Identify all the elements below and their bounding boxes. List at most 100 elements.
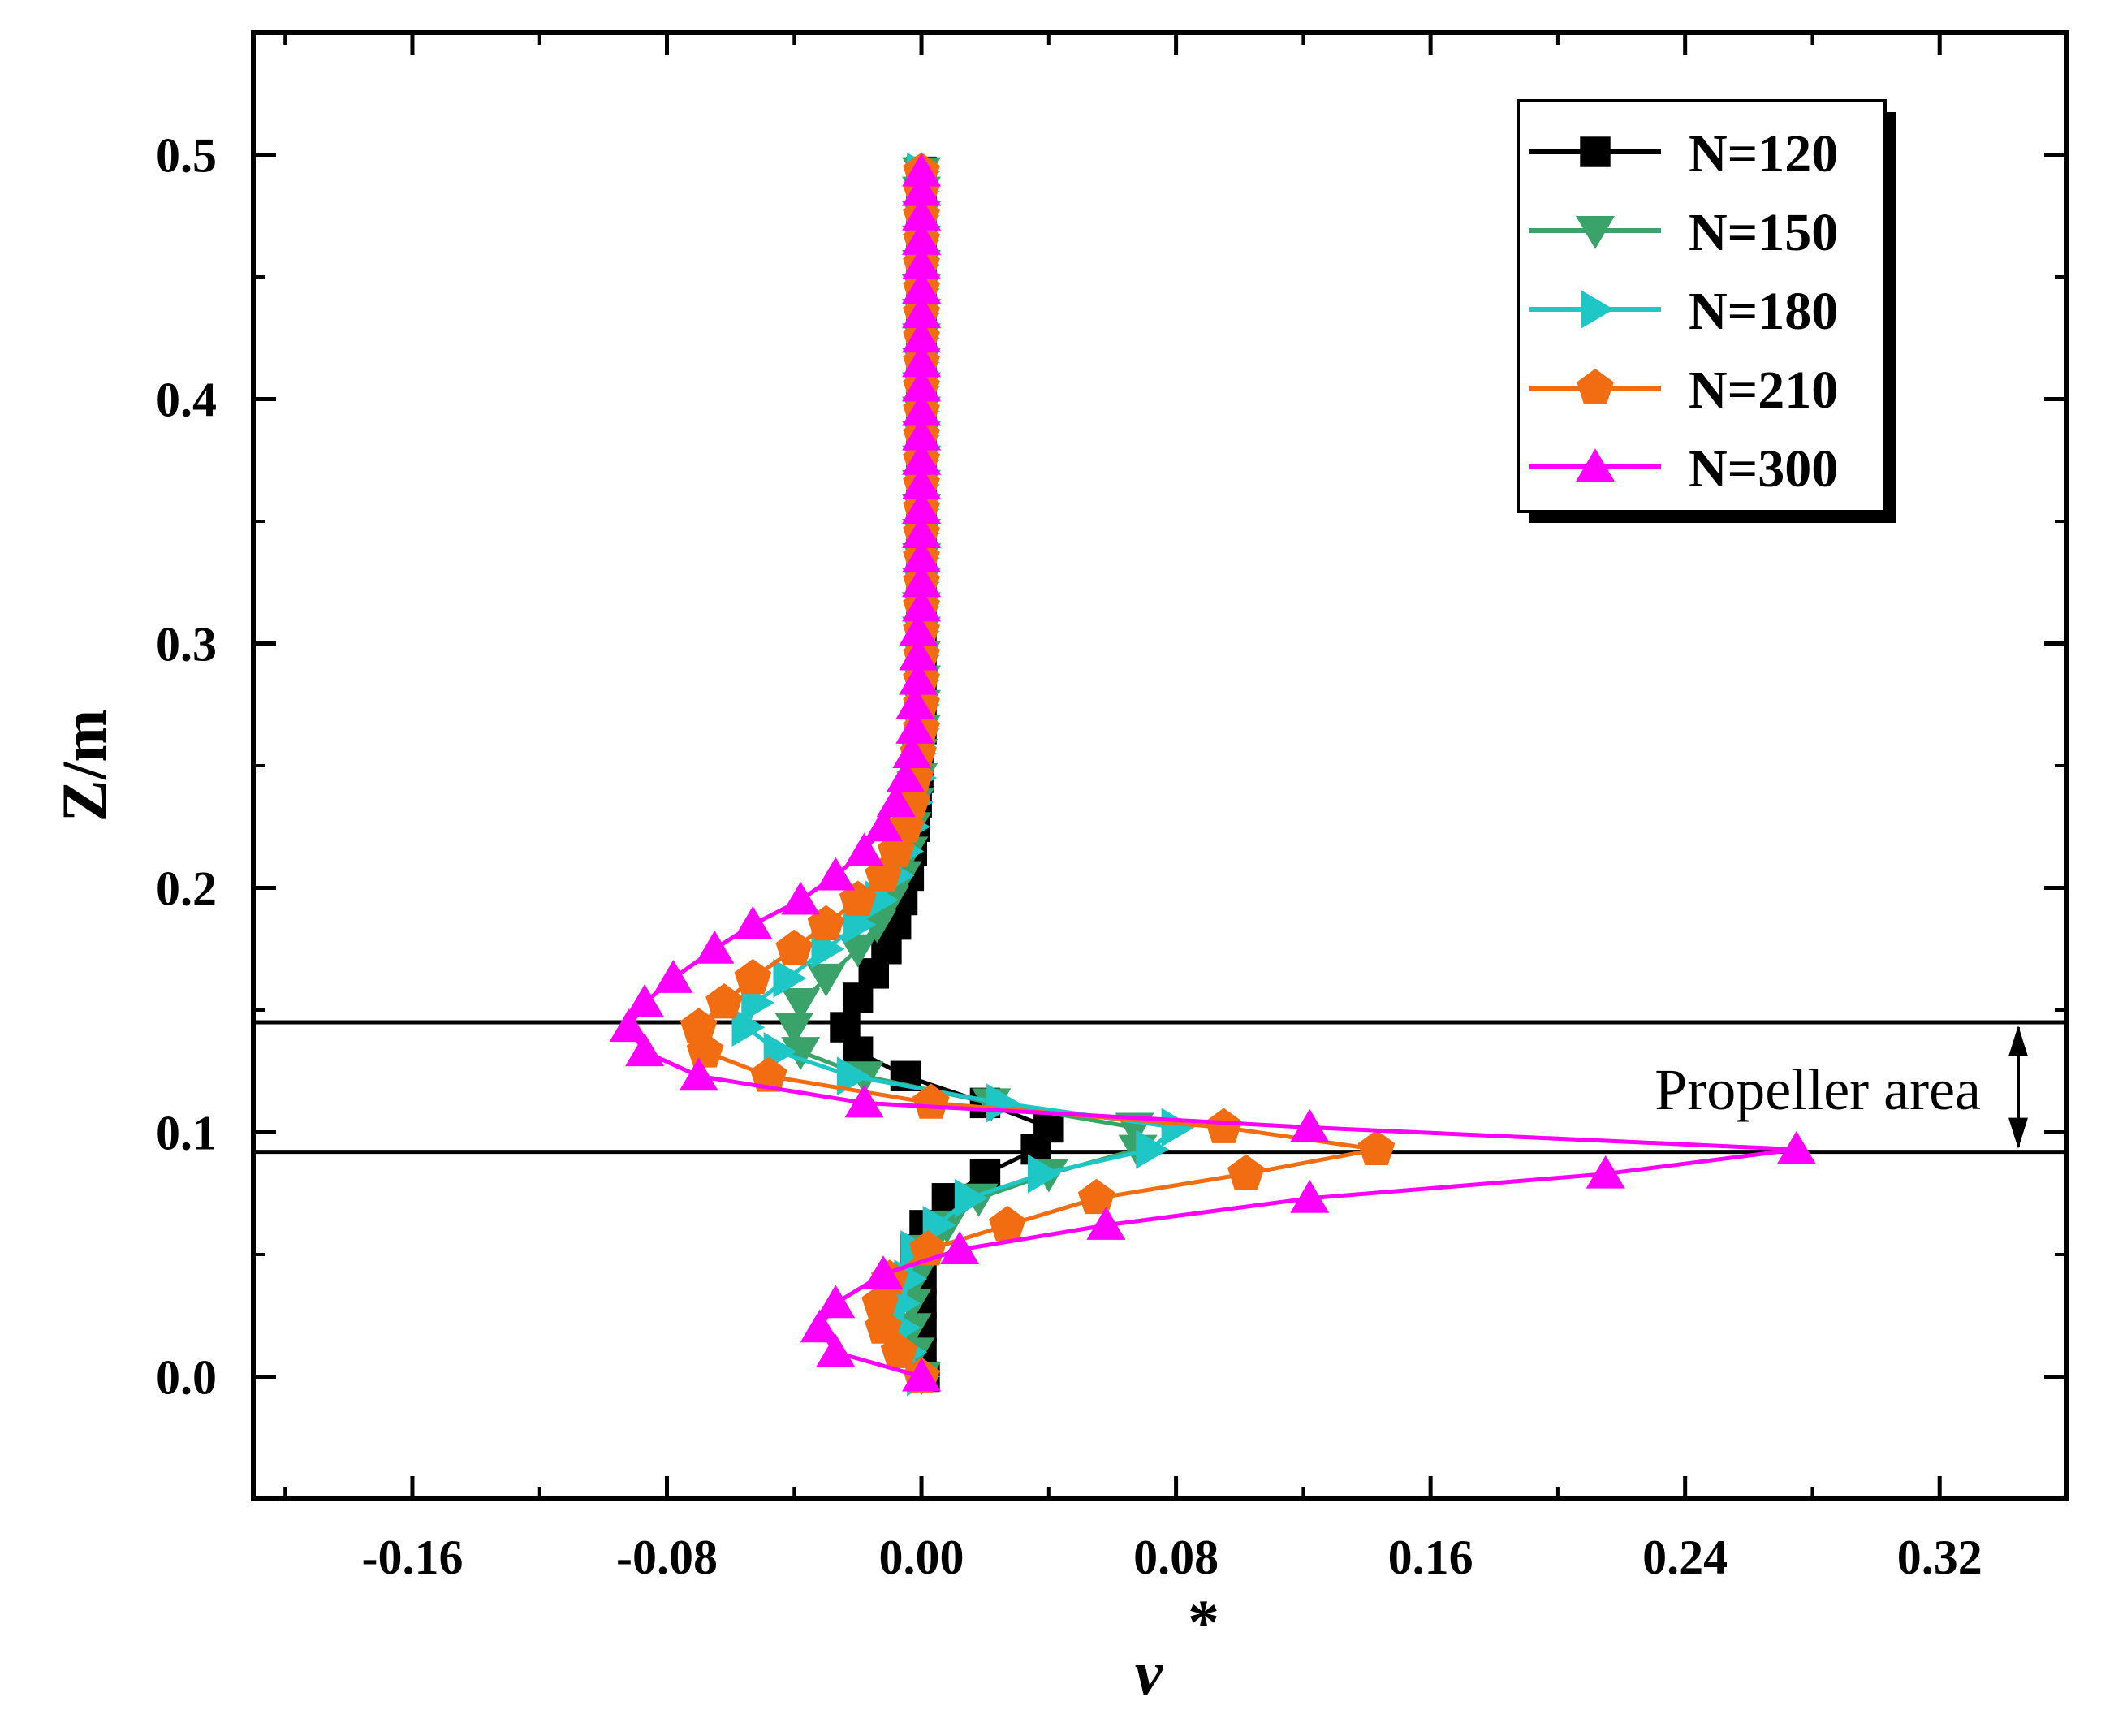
x-tick-label: 0.32 — [1897, 1531, 1982, 1584]
legend-item: N=120 — [1529, 124, 1838, 184]
data-point — [800, 1309, 839, 1343]
legend-item: N=150 — [1529, 203, 1838, 262]
x-axis-title-superscript: * — [1188, 1587, 1219, 1657]
data-point — [844, 832, 884, 866]
legend-marker — [1581, 290, 1614, 329]
data-point — [902, 564, 942, 598]
data-point — [734, 958, 772, 995]
data-point — [912, 1083, 950, 1119]
data-point — [864, 808, 904, 842]
data-point — [781, 1037, 821, 1070]
data-point — [774, 1013, 814, 1046]
data-point — [899, 612, 938, 646]
legend-label: N=210 — [1689, 361, 1838, 420]
data-point — [954, 1178, 988, 1218]
data-point — [1227, 1154, 1265, 1190]
data-point — [902, 490, 942, 524]
data-point — [902, 466, 942, 499]
y-tick-label: 0.5 — [156, 129, 217, 183]
data-point — [816, 1285, 856, 1319]
series-n300 — [609, 153, 1816, 1392]
legend-item: N=180 — [1529, 282, 1838, 341]
series-layer — [609, 152, 1816, 1397]
legend-item: N=210 — [1529, 361, 1838, 420]
arrow-head-up-icon — [2008, 1026, 2028, 1057]
data-point — [902, 270, 942, 304]
legend: N=120 N=150 N=180 N=210 N=300 — [1517, 99, 1896, 523]
data-point — [1027, 1154, 1061, 1194]
data-point — [940, 1231, 980, 1264]
data-point — [1205, 1108, 1243, 1143]
axes-layer: -0.16 -0.08 0.00 0.08 0.16 0.24 0.32 0.0 0.1 0.2 0… — [49, 30, 2069, 1708]
legend-item: N=300 — [1529, 439, 1838, 499]
legend-label: N=150 — [1689, 203, 1838, 262]
data-point — [902, 539, 942, 573]
data-point — [902, 295, 942, 329]
data-point — [902, 153, 942, 187]
y-tick-label: 0.1 — [156, 1107, 217, 1160]
data-point — [1776, 1130, 1816, 1164]
data-point — [895, 685, 935, 719]
data-point — [895, 710, 935, 744]
data-point — [886, 759, 925, 793]
data-point — [1033, 1112, 1064, 1143]
data-point — [1290, 1108, 1330, 1142]
legend-marker — [1576, 216, 1615, 249]
x-tick-label: 0.16 — [1388, 1531, 1473, 1584]
data-point — [902, 392, 942, 426]
data-point — [1161, 1108, 1195, 1147]
data-point — [902, 196, 942, 231]
y-tick-label: 0.4 — [156, 374, 217, 427]
data-point — [899, 637, 938, 671]
propeller-area-annotation: Propeller area — [1655, 1026, 2028, 1149]
data-point — [864, 1255, 904, 1289]
data-point — [731, 1008, 766, 1047]
data-point — [1077, 1178, 1115, 1215]
x-tick-label: 0.08 — [1133, 1531, 1219, 1584]
y-axis-title: Z/m — [49, 710, 119, 823]
data-point — [733, 905, 773, 939]
legend-label: N=180 — [1689, 282, 1838, 341]
data-point — [836, 1056, 870, 1096]
data-point — [989, 1205, 1026, 1242]
data-point — [1086, 1207, 1126, 1240]
data-point — [1136, 1129, 1170, 1169]
legend-label: N=120 — [1689, 124, 1838, 184]
x-tick-label: 0.24 — [1642, 1531, 1728, 1584]
data-point — [902, 319, 942, 353]
data-point — [816, 857, 856, 891]
data-point — [679, 1057, 718, 1091]
y-tick-label: 0.3 — [156, 618, 217, 672]
data-point — [625, 984, 665, 1017]
data-point — [876, 784, 916, 818]
x-axis-title: ν — [1135, 1637, 1164, 1708]
data-point — [902, 222, 942, 255]
data-point — [816, 1333, 856, 1367]
legend-marker — [1576, 448, 1615, 482]
data-point — [680, 1008, 718, 1043]
data-point — [775, 929, 813, 965]
data-point — [902, 368, 942, 402]
data-point — [1586, 1155, 1625, 1189]
x-tick-label: -0.08 — [616, 1531, 718, 1584]
data-point — [902, 515, 942, 549]
data-point — [609, 1008, 649, 1043]
data-point — [902, 246, 942, 279]
data-point — [902, 441, 942, 475]
data-point — [781, 987, 821, 1021]
data-point — [1357, 1129, 1396, 1165]
data-point — [844, 1084, 884, 1118]
legend-marker — [1580, 136, 1611, 167]
data-point — [830, 1012, 861, 1043]
data-point — [902, 172, 942, 206]
data-point — [625, 1033, 665, 1067]
legend-box — [1517, 99, 1887, 513]
x-tick-label: -0.16 — [361, 1531, 463, 1584]
data-point — [781, 881, 821, 915]
legend-label: N=300 — [1689, 439, 1838, 499]
data-point — [1290, 1179, 1330, 1213]
data-point — [892, 735, 932, 768]
data-point — [902, 343, 942, 378]
data-point — [695, 930, 735, 964]
